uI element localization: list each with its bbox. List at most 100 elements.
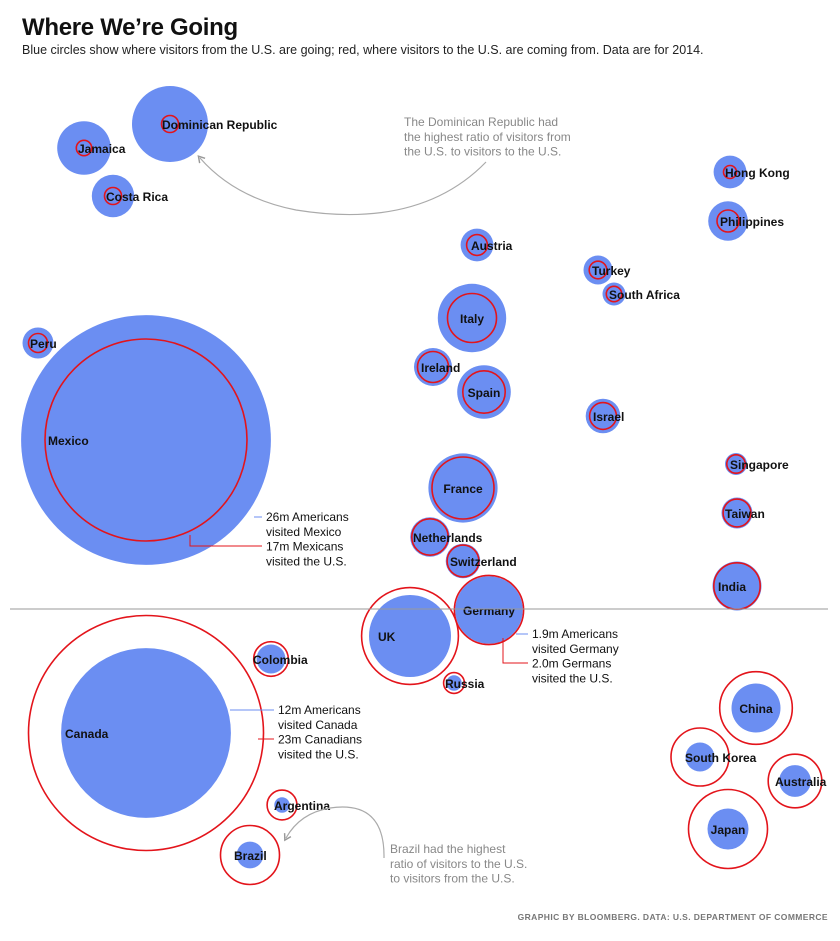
bubble-visitors-to-us-brazil xyxy=(219,824,281,886)
source-credit: GRAPHIC BY BLOOMBERG. DATA: U.S. DEPARTM… xyxy=(517,912,828,922)
bubble-us-visitors-austria xyxy=(460,228,494,262)
bubble-visitors-to-us-netherlands xyxy=(410,517,449,556)
bubble-us-visitors-hong-kong xyxy=(713,155,747,189)
bubble-visitors-to-us-turkey xyxy=(588,260,608,280)
bubble-brazil: Brazil xyxy=(219,824,281,886)
bubble-us-visitors-canada xyxy=(61,648,231,818)
chart-title: Where We’re Going xyxy=(22,14,238,41)
annotation-dominican-republic: The Dominican Republic had the highest ra… xyxy=(404,115,571,159)
bubble-us-visitors-france xyxy=(428,453,498,523)
bubble-layer: Dominican Republic Jamaica Costa Rica Hong … xyxy=(21,86,827,886)
country-label-spain: Spain xyxy=(468,386,501,400)
bubble-us-visitors-peru xyxy=(22,327,54,359)
country-label-germany: Germany xyxy=(463,604,515,618)
bubble-costa-rica: Costa Rica xyxy=(91,174,168,218)
annotation-mexico: 26m Americans visited Mexico 17m Mexicans v… xyxy=(266,510,349,568)
bubble-netherlands: Netherlands xyxy=(410,517,483,557)
bubble-ireland: Ireland xyxy=(414,348,460,386)
annotation-brazil: Brazil had the highest ratio of visitors … xyxy=(390,842,527,886)
bubble-visitors-to-us-costa-rica xyxy=(103,186,123,206)
bubble-us-visitors-australia xyxy=(779,765,811,797)
country-label-south-africa: South Africa xyxy=(609,288,680,302)
country-label-india: India xyxy=(718,580,746,594)
country-label-peru: Peru xyxy=(30,337,57,351)
bubble-visitors-to-us-austria xyxy=(465,233,489,257)
bubble-us-visitors-colombia xyxy=(256,644,286,674)
arrow-dominican-republic xyxy=(197,155,487,216)
country-label-china: China xyxy=(739,702,773,716)
country-label-ireland: Ireland xyxy=(421,361,460,375)
country-label-switzerland: Switzerland xyxy=(450,555,517,569)
bubble-us-visitors-uk xyxy=(369,595,451,677)
bubble-us-visitors-jamaica xyxy=(57,121,111,175)
chart-subtitle: Blue circles show where visitors from th… xyxy=(22,43,704,57)
country-label-singapore: Singapore xyxy=(730,458,789,472)
country-label-australia: Australia xyxy=(775,775,827,789)
bubble-visitors-to-us-hong-kong xyxy=(722,164,738,180)
annotation-canada: 12m Americans visited Canada 23m Canadians… xyxy=(278,703,362,761)
bubble-us-visitors-argentina xyxy=(274,797,290,813)
bubble-us-visitors-india xyxy=(712,561,762,611)
bubble-france: France xyxy=(428,453,498,523)
bubble-visitors-to-us-south-africa xyxy=(605,285,623,303)
bubble-visitors-to-us-japan xyxy=(687,788,769,870)
country-label-argentina: Argentina xyxy=(274,799,330,813)
annotation-germany: 1.9m Americans visited Germany 2.0m German… xyxy=(532,627,619,685)
arrow-brazil xyxy=(283,806,385,859)
country-label-canada: Canada xyxy=(65,727,109,741)
bubble-visitors-to-us-israel xyxy=(588,401,618,431)
bubble-visitors-to-us-ireland xyxy=(416,350,450,384)
country-label-south-korea: South Korea xyxy=(685,751,757,765)
bubble-visitors-to-us-philippines xyxy=(716,209,740,233)
country-label-uk: UK xyxy=(378,630,396,644)
bubble-visitors-to-us-dominican-republic xyxy=(160,114,180,134)
bubble-south-africa: South Africa xyxy=(602,282,680,306)
bubble-colombia: Colombia xyxy=(252,640,308,678)
country-label-russia: Russia xyxy=(445,677,485,691)
bubble-visitors-to-us-canada xyxy=(27,614,265,852)
country-label-dominican-republic: Dominican Republic xyxy=(162,118,278,132)
bubble-us-visitors-israel xyxy=(585,398,621,434)
bubble-us-visitors-china xyxy=(731,683,781,733)
bubble-singapore: Singapore xyxy=(725,453,789,475)
bubble-uk: UK xyxy=(360,586,460,686)
bubble-dominican-republic: Dominican Republic xyxy=(132,86,278,162)
bubble-visitors-to-us-colombia xyxy=(252,640,290,678)
bubble-us-visitors-singapore xyxy=(725,453,747,475)
bubble-us-visitors-taiwan xyxy=(721,497,753,529)
bubble-india: India xyxy=(712,561,762,611)
bubble-switzerland: Switzerland xyxy=(445,543,517,579)
country-label-hong-kong: Hong Kong xyxy=(725,166,790,180)
bubble-japan: Japan xyxy=(687,788,769,870)
bubble-visitors-to-us-mexico xyxy=(44,338,248,542)
bubble-us-visitors-costa-rica xyxy=(91,174,135,218)
bubble-south-korea: South Korea xyxy=(670,727,757,787)
bubble-visitors-to-us-france xyxy=(431,456,495,520)
country-label-italy: Italy xyxy=(460,312,484,326)
country-label-japan: Japan xyxy=(711,823,746,837)
country-label-netherlands: Netherlands xyxy=(413,531,483,545)
bubble-taiwan: Taiwan xyxy=(721,497,765,529)
bubble-austria: Austria xyxy=(460,228,513,262)
bubble-us-visitors-netherlands xyxy=(410,517,450,557)
bubble-visitors-to-us-argentina xyxy=(266,789,298,821)
bubble-us-visitors-turkey xyxy=(583,255,613,285)
country-label-jamaica: Jamaica xyxy=(78,142,126,156)
country-label-philippines: Philippines xyxy=(720,215,784,229)
country-label-colombia: Colombia xyxy=(253,653,308,667)
bubble-china: China xyxy=(718,670,794,746)
bubble-visitors-to-us-spain xyxy=(461,369,506,414)
bubble-visitors-to-us-switzerland xyxy=(446,544,480,578)
bubble-us-visitors-japan xyxy=(707,808,749,850)
country-label-costa-rica: Costa Rica xyxy=(106,190,168,204)
leader-mexico-in xyxy=(189,535,262,547)
bubble-argentina: Argentina xyxy=(266,789,330,821)
bubble-jamaica: Jamaica xyxy=(57,121,126,175)
bubble-russia: Russia xyxy=(442,671,485,695)
bubble-us-visitors-ireland xyxy=(414,348,452,386)
country-label-brazil: Brazil xyxy=(234,849,267,863)
bubble-visitors-to-us-italy xyxy=(446,292,498,344)
bubble-us-visitors-russia xyxy=(446,675,462,691)
bubble-visitors-to-us-china xyxy=(718,670,794,746)
